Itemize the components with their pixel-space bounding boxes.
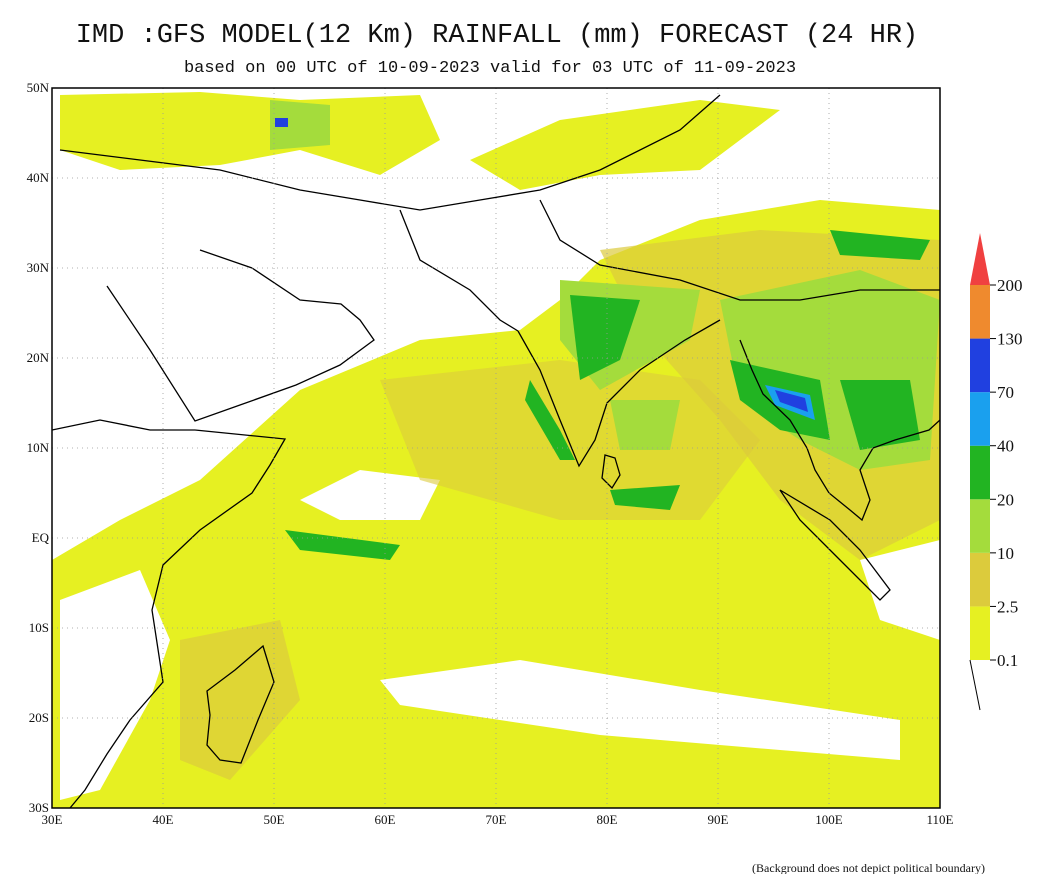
footnote: (Background does not depict political bo… [752,861,985,874]
lat-label: 30N [27,260,50,275]
lat-label: 20S [29,710,49,725]
legend-label: 40 [997,437,1014,456]
legend-label: 2.5 [997,597,1018,616]
lon-label: 110E [927,812,954,827]
legend-swatch [970,445,990,500]
legend: 0.1 2.5 10 20 40 70 130 200 [970,233,1023,670]
legend-swatch [970,285,990,339]
lat-label: 20N [27,350,50,365]
legend-arrow [970,233,990,285]
legend-label: 130 [997,330,1023,349]
lon-label: 70E [486,812,507,827]
lon-label: 100E [815,812,843,827]
legend-swatch [970,392,990,446]
lon-label: 40E [153,812,174,827]
legend-label: 200 [997,276,1023,295]
legend-label: 0.1 [997,651,1018,670]
lat-label: 40N [27,170,50,185]
lon-label: 90E [708,812,729,827]
lon-label: 30E [42,812,63,827]
legend-label: 20 [997,490,1014,509]
lat-label: 10N [27,440,50,455]
legend-swatch [970,499,990,553]
legend-pointer [969,659,981,711]
lat-label: 30S [29,800,49,815]
lat-label: 10S [29,620,49,635]
legend-swatch [970,552,990,607]
legend-swatch [970,338,990,393]
lat-label: EQ [32,530,50,545]
legend-label: 10 [997,544,1014,563]
legend-label: 70 [997,383,1014,402]
plot-frame [51,87,941,809]
lon-label: 60E [375,812,396,827]
lon-label: 50E [264,812,285,827]
lat-label: 50N [27,80,50,95]
title: IMD :GFS MODEL(12 Km) RAINFALL (mm) FORE… [76,21,919,51]
subtitle: based on 00 UTC of 10-09-2023 valid for … [184,59,796,78]
lon-label: 80E [597,812,618,827]
legend-swatch [970,606,990,660]
